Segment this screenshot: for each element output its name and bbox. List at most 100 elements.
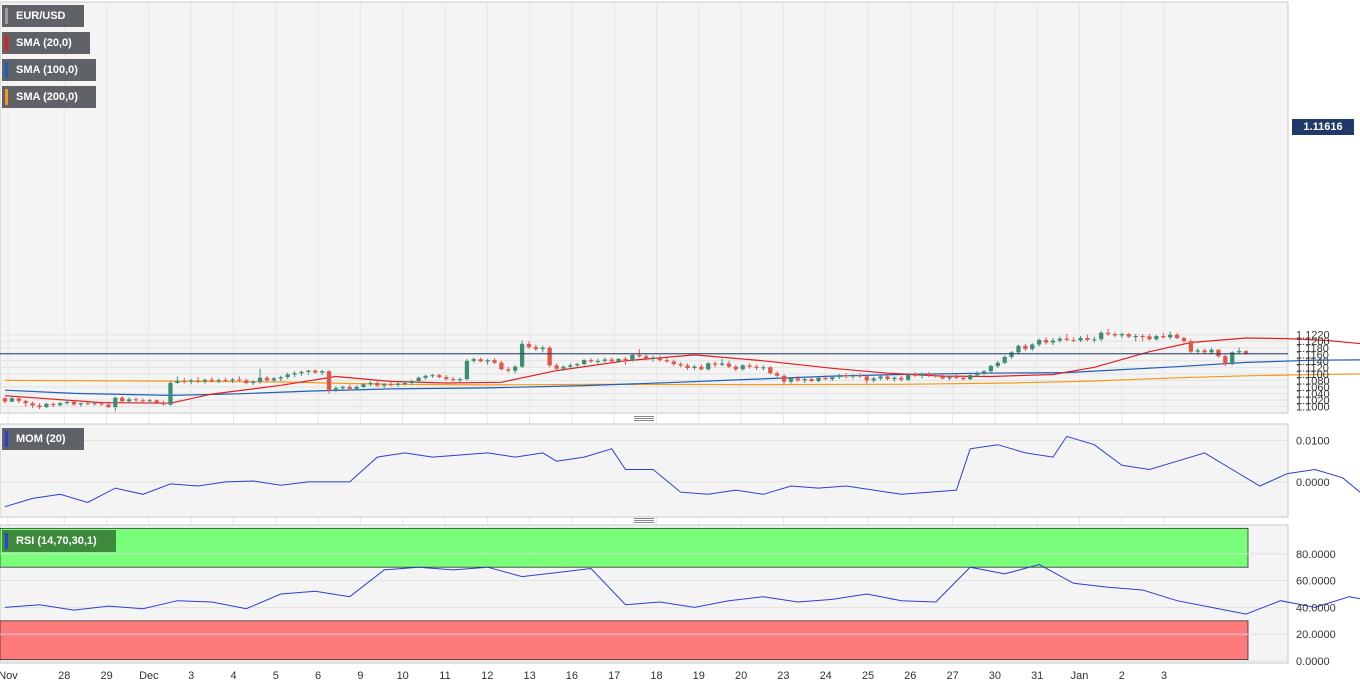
candle-body	[64, 401, 70, 404]
candle-body	[264, 377, 270, 381]
candle-body	[533, 347, 539, 350]
candle-body	[1236, 351, 1242, 353]
sma200-legend[interactable]: SMA (200,0)	[2, 86, 96, 108]
candle-body	[464, 360, 470, 380]
momentum-line	[4, 435, 1360, 508]
candle-body	[843, 375, 849, 377]
candle-body	[513, 366, 518, 371]
candle-body	[333, 388, 339, 391]
time-tick-label: 23	[777, 670, 789, 682]
candle-body	[988, 366, 994, 372]
candle-body	[133, 399, 139, 401]
candle-body	[685, 365, 690, 368]
candle-body	[16, 398, 21, 401]
sma200-swatch	[5, 89, 8, 105]
candle-body	[1064, 338, 1069, 340]
candle-body	[926, 373, 931, 376]
price-tick-label: 1.1220	[1296, 330, 1330, 342]
candle-body	[85, 403, 90, 405]
candle-body	[754, 366, 759, 368]
candlesticks	[2, 328, 1249, 412]
sma100-legend[interactable]: SMA (100,0)	[2, 59, 96, 81]
rsi-swatch	[5, 533, 8, 549]
symbol-label: EUR/USD	[16, 10, 66, 22]
candle-body	[1243, 351, 1249, 354]
candle-body	[168, 382, 173, 405]
candle-body	[892, 377, 897, 380]
candle-body	[733, 366, 738, 370]
candle-body	[1202, 350, 1207, 353]
rsi-line	[4, 563, 1360, 615]
candle-body	[781, 375, 787, 382]
candle-body	[933, 375, 938, 377]
candle-body	[437, 375, 442, 378]
candle-body	[1099, 332, 1104, 340]
candle-body	[1078, 337, 1083, 341]
candle-body	[71, 401, 77, 405]
symbol-legend[interactable]: EUR/USD	[2, 5, 84, 27]
candle-body	[788, 378, 794, 382]
time-tick-label: 19	[693, 670, 705, 682]
candle-body	[444, 377, 449, 380]
candle-body	[561, 366, 566, 369]
sma20-label: SMA (20,0)	[16, 37, 72, 49]
rsi-overbought-zone	[0, 527, 1249, 568]
momentum-axis-labels: 0.0100 0.0000	[1296, 436, 1330, 489]
sma200-label: SMA (200,0)	[16, 91, 78, 103]
candle-body	[457, 379, 463, 381]
candle-body	[968, 375, 973, 380]
candle-body	[919, 373, 925, 376]
candle-body	[2, 398, 8, 402]
candle-body	[106, 404, 111, 408]
candle-body	[451, 379, 456, 381]
candle-body	[878, 376, 883, 379]
rsi-oversold-zone	[0, 620, 1249, 661]
candle-body	[1085, 337, 1090, 340]
time-tick-label: 4	[230, 670, 236, 682]
candle-body	[940, 376, 945, 379]
candle-body	[409, 381, 414, 383]
time-tick-label: 9	[357, 670, 363, 682]
momentum-legend[interactable]: MOM (20)	[2, 428, 84, 450]
candle-body	[430, 375, 435, 377]
candle-body	[278, 377, 283, 379]
candle-body	[1168, 334, 1173, 338]
candle-body	[547, 347, 552, 366]
candle-body	[423, 375, 428, 378]
momentum-panel-resize-handle[interactable]	[634, 416, 654, 421]
sma100-swatch	[5, 62, 8, 78]
candle-body	[161, 402, 166, 405]
candle-body	[37, 405, 42, 408]
rsi-axis-labels: 80.0000 60.0000 40.0000 20.0000 0.0000	[1296, 549, 1336, 668]
candle-body	[1181, 337, 1187, 342]
symbol-swatch	[5, 8, 8, 24]
candle-body	[1009, 352, 1014, 357]
candle-body	[182, 381, 187, 383]
candle-body	[1023, 345, 1028, 350]
time-tick-label: 3	[1161, 670, 1167, 682]
price-gridlines	[0, 334, 1288, 407]
candle-body	[1133, 336, 1138, 338]
time-tick-label: 20	[735, 670, 747, 682]
time-tick-label: 2	[1119, 670, 1125, 682]
candle-body	[519, 343, 525, 367]
rsi-legend[interactable]: RSI (14,70,30,1)	[2, 530, 116, 552]
sma20-legend[interactable]: SMA (20,0)	[2, 32, 90, 54]
time-tick-label: 25	[862, 670, 874, 682]
candle-body	[747, 365, 752, 367]
price-panel	[0, 1, 1289, 414]
candle-body	[478, 359, 483, 362]
candle-body	[1119, 334, 1125, 336]
candle-body	[719, 363, 725, 365]
candle-body	[630, 354, 635, 361]
candle-body	[499, 362, 504, 370]
momentum-tick-label: 0.0000	[1296, 477, 1330, 489]
candle-body	[616, 358, 621, 362]
rsi-panel-resize-handle[interactable]	[634, 518, 654, 523]
time-tick-label: 17	[608, 670, 620, 682]
candle-body	[326, 371, 332, 391]
candle-body	[388, 384, 394, 386]
candle-body	[44, 403, 49, 408]
candle-body	[1030, 344, 1035, 350]
